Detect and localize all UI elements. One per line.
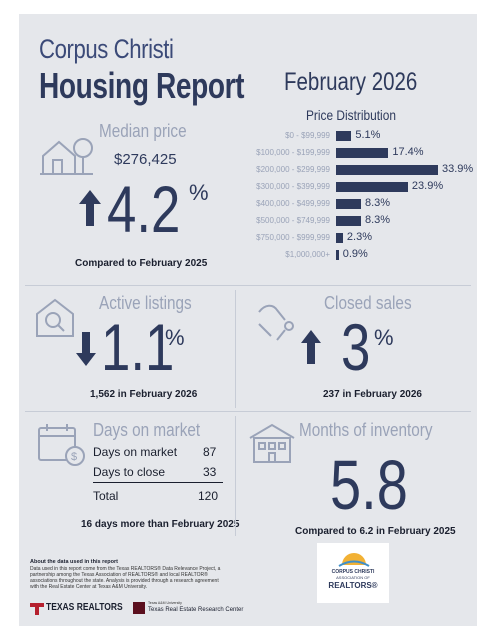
bar-value-label: 23.9% <box>411 180 444 192</box>
dom-total-value: 120 <box>198 489 219 503</box>
bar-label: $750,000 - $999,999 <box>256 233 330 242</box>
bar-label: $400,000 - $499,999 <box>256 199 330 208</box>
bar-value-label: 5.1% <box>355 129 381 141</box>
arrow-up-icon <box>301 330 321 364</box>
dom-row-label: Days on market <box>93 445 178 459</box>
bar-label: $300,000 - $399,999 <box>256 182 330 191</box>
association-line: CORPUS CHRISTI <box>331 569 375 575</box>
report-month: February 2026 <box>284 68 418 96</box>
bar-label: $0 - $99,999 <box>285 131 330 140</box>
days-on-market-heading: Days on market <box>93 420 201 440</box>
dom-total-label: Total <box>93 489 119 503</box>
dom-row-label: Days to close <box>93 465 166 479</box>
texas-realtors-logo-icon <box>30 603 44 615</box>
about-line: associations throughout the state. Analy… <box>30 578 219 584</box>
closed-sales-heading: Closed sales <box>324 293 412 313</box>
association-line: REALTORS® <box>328 581 378 590</box>
median-price-pct: % <box>189 180 209 205</box>
dom-row-value: 33 <box>203 465 217 479</box>
bar-label: $1,000,000+ <box>285 250 330 259</box>
median-price-heading: Median price <box>99 121 187 141</box>
house-tree-icon <box>40 138 93 175</box>
about-text: Data used in this report come from the T… <box>30 566 220 590</box>
report-city: Corpus Christi <box>39 34 174 64</box>
median-price-caption: Compared to February 2025 <box>75 258 208 269</box>
distribution-bar <box>336 165 438 175</box>
association-logo: CORPUS CHRISTI ASSOCIATION OF REALTORS® <box>317 543 389 603</box>
about-line: Data used in this report come from the T… <box>30 566 221 572</box>
distribution-bar <box>336 148 389 158</box>
bar-value-label: 8.3% <box>364 214 391 226</box>
bar-value-label: 2.3% <box>346 231 372 243</box>
bar-label: $100,000 - $199,999 <box>256 148 330 157</box>
closed-sales-pct: % <box>374 325 394 350</box>
bar-value-label: 17.4% <box>392 146 424 158</box>
distribution-bar <box>336 233 343 243</box>
bar-value-label: 8.3% <box>364 197 391 209</box>
median-price-change: 4.2 <box>107 172 181 246</box>
closed-sales-caption: 237 in February 2026 <box>323 389 422 400</box>
calendar-dollar-icon: $ <box>38 424 85 466</box>
months-inventory-heading: Months of inventory <box>299 420 433 440</box>
sun-logo-icon <box>338 553 370 567</box>
arrow-up-icon <box>79 190 101 226</box>
svg-text:$: $ <box>71 451 77 463</box>
building-icon <box>249 423 295 463</box>
texas-realtors-logo: TEXAS REALTORS <box>46 602 123 613</box>
report-card: Corpus Christi Housing Report February 2… <box>19 14 477 626</box>
median-price-value: $276,425 <box>114 151 177 168</box>
distribution-bar <box>336 199 361 209</box>
bar-value-label: 0.9% <box>342 248 368 260</box>
months-inventory-caption: Compared to 6.2 in February 2025 <box>295 526 456 537</box>
association-line: ASSOCIATION OF <box>336 575 370 580</box>
bar-label: $500,000 - $749,999 <box>256 216 330 225</box>
bar-label: $200,000 - $299,999 <box>256 165 330 174</box>
divider <box>25 411 471 412</box>
price-distribution-title: Price Distribution <box>306 107 396 123</box>
tamu-logo-icon <box>133 602 145 614</box>
total-divider <box>93 482 223 483</box>
about-line: with the Real Estate Center at Texas A&M… <box>30 584 148 590</box>
about-line: partnership among the Texas Association … <box>30 572 208 578</box>
months-inventory-value: 5.8 <box>330 446 408 524</box>
distribution-bar <box>336 182 408 192</box>
distribution-bar <box>336 250 339 260</box>
dom-row-value: 87 <box>203 445 217 459</box>
active-listings-change: 1.1 <box>101 310 175 384</box>
distribution-bar <box>336 216 361 226</box>
house-search-icon <box>36 298 74 337</box>
days-on-market-caption: 16 days more than February 2025 <box>81 519 240 530</box>
active-listings-heading: Active listings <box>99 293 192 313</box>
report-title: Housing Report <box>39 65 245 106</box>
distribution-bar <box>336 131 352 141</box>
bar-value-label: 33.9% <box>442 163 474 175</box>
hand-key-icon <box>258 304 294 341</box>
arrow-down-icon <box>76 332 96 366</box>
active-listings-pct: % <box>165 325 185 350</box>
divider <box>235 290 236 408</box>
about-title: About the data used in this report <box>30 559 119 565</box>
research-center-small: Texas A&M University <box>148 601 182 605</box>
divider <box>25 285 471 286</box>
research-center-name: Texas Real Estate Research Center <box>148 607 244 613</box>
divider <box>235 416 236 536</box>
active-listings-caption: 1,562 in February 2026 <box>90 389 198 400</box>
closed-sales-change: 3 <box>341 310 371 384</box>
